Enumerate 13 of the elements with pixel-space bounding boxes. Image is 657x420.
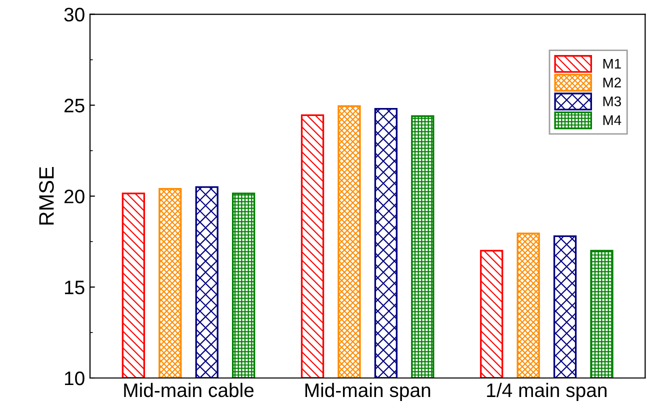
y-tick-label: 15 (65, 280, 84, 294)
x-tick-label: Mid-main span (305, 382, 430, 401)
legend-label: M3 (603, 96, 621, 106)
legend-label: M2 (603, 78, 621, 88)
legend-label: M1 (603, 58, 621, 69)
x-tick-label: Mid-main cable (124, 382, 254, 398)
y-tick-label: 30 (64, 8, 84, 22)
y-axis-title: RMSE (39, 166, 54, 225)
y-tick-label: 25 (64, 98, 84, 112)
legend-label: M4 (603, 115, 622, 125)
x-tick-label: 1/4 main span (487, 382, 606, 401)
y-tick-label: 20 (64, 190, 84, 204)
y-tick-label: 10 (65, 371, 84, 386)
